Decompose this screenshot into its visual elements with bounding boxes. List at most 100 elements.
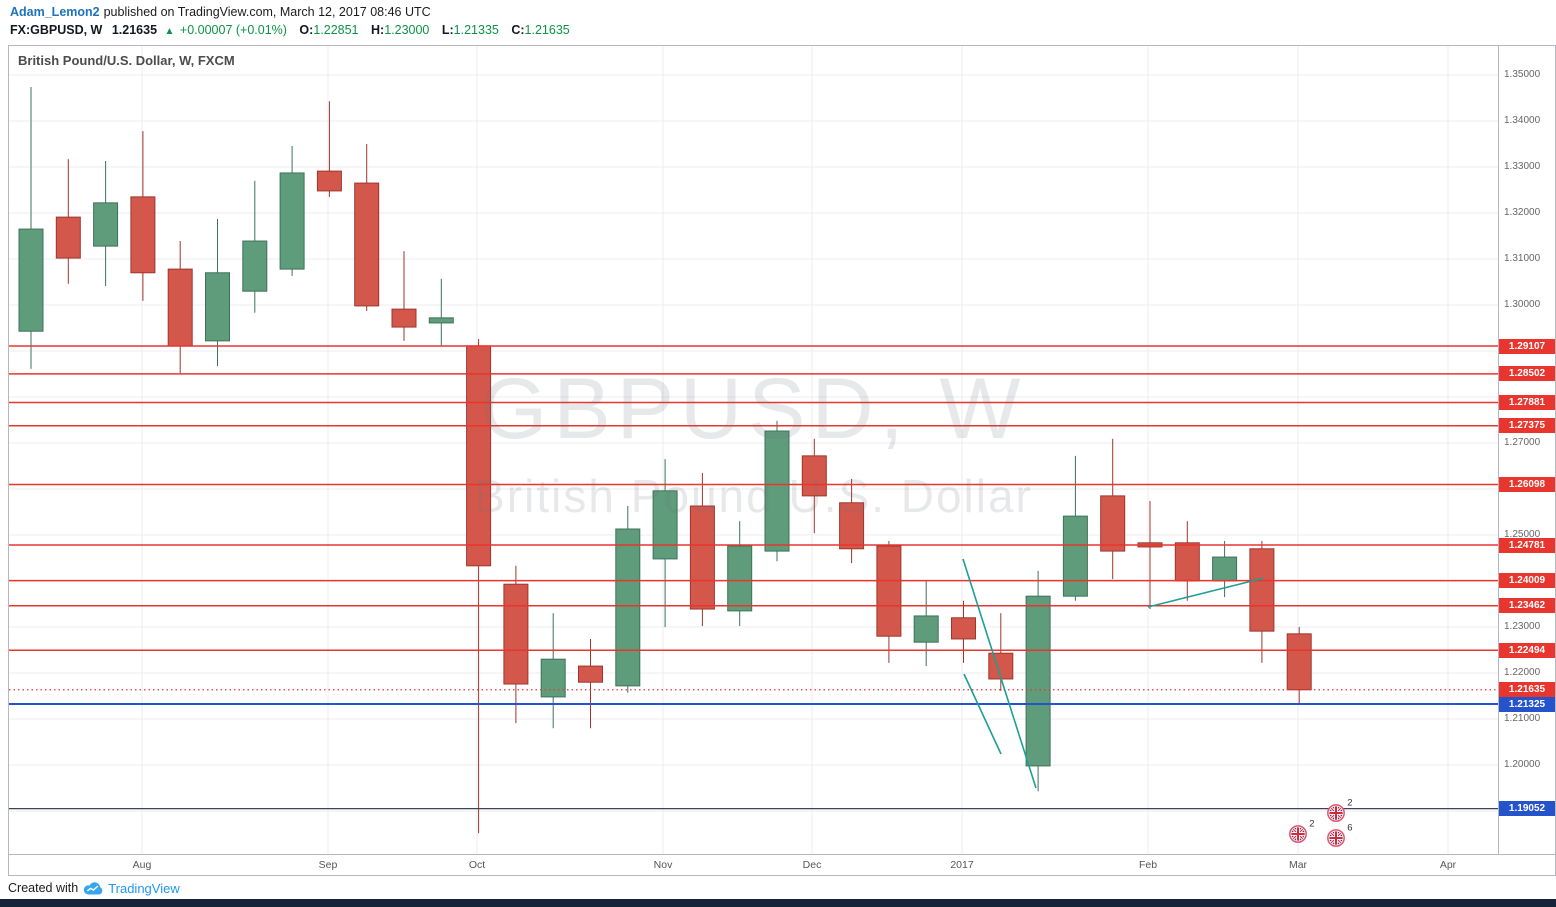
- price-tick-label: 1.22000: [1504, 666, 1541, 678]
- candle: [18, 86, 44, 369]
- idea-markers-layer: 2 2 6: [9, 46, 1498, 854]
- gb-flag-icon: [1289, 825, 1307, 843]
- high-label: H:: [370, 23, 385, 37]
- idea-count: 6: [1347, 822, 1353, 834]
- low-pair: L:1.21335: [442, 23, 499, 37]
- symbol-title: FX:GBPUSD, W: [10, 23, 103, 37]
- time-axis-label: Aug: [132, 859, 152, 871]
- open-label: O:: [299, 23, 314, 37]
- low-value: 1.21335: [453, 23, 499, 37]
- candle: [615, 506, 641, 693]
- change-text: +0.00007 (+0.01%): [179, 23, 287, 37]
- candle: [466, 339, 492, 834]
- candles: [18, 86, 1312, 834]
- candle: [503, 565, 529, 724]
- close-value: 1.21635: [524, 23, 570, 37]
- publish-header: Adam_Lemon2 published on TradingView.com,…: [0, 0, 1556, 45]
- low-label: L:: [441, 23, 454, 37]
- time-axis-label: Mar: [1288, 859, 1308, 871]
- candlestick-chart[interactable]: [9, 46, 1498, 854]
- gb-flag-icon: [1327, 829, 1345, 847]
- candle: [988, 613, 1014, 691]
- price-axis[interactable]: 1.35000 1.34000 1.33000 1.32000 1.31000 1.300…: [1498, 46, 1555, 854]
- candle: [354, 143, 380, 311]
- candle: [1100, 438, 1126, 580]
- candle: [93, 161, 119, 287]
- idea-marker[interactable]: 2: [1289, 819, 1315, 844]
- candle: [689, 472, 715, 627]
- price-tick-label: 1.31000: [1504, 252, 1541, 264]
- idea-count: 2: [1347, 797, 1353, 809]
- idea-marker[interactable]: 6: [1327, 823, 1353, 848]
- open-value: 1.22851: [313, 23, 359, 37]
- price-level-label: 1.27881: [1499, 394, 1555, 410]
- open-pair: O:1.22851: [299, 23, 358, 37]
- price-level-label: 1.21635: [1499, 682, 1555, 698]
- high-pair: H:1.23000: [371, 23, 429, 37]
- price-level-label: 1.21325: [1499, 696, 1555, 712]
- close-pair: C:1.21635: [511, 23, 569, 37]
- price-level-label: 1.24781: [1499, 537, 1555, 553]
- price-level-label: 1.26098: [1499, 476, 1555, 492]
- gridlines: [9, 46, 1498, 854]
- candle: [801, 438, 827, 534]
- chart-plot[interactable]: British Pound/U.S. Dollar, W, FXCM GBPUS…: [9, 46, 1498, 854]
- tradingview-link[interactable]: TradingView: [108, 880, 180, 896]
- candle: [1174, 521, 1200, 601]
- trend-line[interactable]: [1147, 577, 1265, 608]
- candle: [428, 278, 454, 346]
- published-text: published on TradingView.com, March 12, …: [103, 5, 431, 19]
- username-link[interactable]: Adam_Lemon2: [10, 5, 100, 19]
- gb-flag-icon: [1327, 804, 1345, 822]
- attribution-footer: Created with TradingView: [0, 877, 1556, 899]
- candle: [316, 101, 342, 197]
- candle: [1249, 540, 1275, 663]
- price-tick-label: 1.21000: [1504, 712, 1541, 724]
- trend-line[interactable]: [962, 558, 1037, 789]
- price-level-label: 1.19052: [1499, 801, 1555, 817]
- time-axis-label: 2017: [950, 859, 974, 871]
- change-up-arrow-icon: ▲: [164, 26, 175, 37]
- time-axis-label: Dec: [802, 859, 822, 871]
- time-axis[interactable]: Aug Sep Oct Nov Dec 2017 Feb Mar Apr: [9, 854, 1555, 875]
- price-level-label: 1.28502: [1499, 366, 1555, 382]
- candle: [130, 131, 156, 301]
- publish-byline: Adam_Lemon2 published on TradingView.com,…: [10, 5, 431, 19]
- trendlines: [962, 558, 1265, 789]
- candle: [764, 420, 790, 562]
- candle: [167, 241, 193, 374]
- idea-marker[interactable]: 2: [1327, 798, 1353, 823]
- candle: [839, 478, 865, 564]
- candle: [578, 638, 603, 729]
- price-tick-label: 1.25000: [1504, 528, 1541, 540]
- price-tick-label: 1.23000: [1504, 620, 1541, 632]
- level-lines: [9, 345, 1498, 810]
- last-price: 1.21635: [111, 23, 158, 37]
- price-tick-label: 1.20000: [1504, 758, 1541, 770]
- candle: [1137, 500, 1163, 610]
- candle: [1025, 570, 1051, 792]
- candle: [876, 540, 902, 663]
- price-level-label: 1.24009: [1499, 573, 1555, 589]
- price-level-label: 1.22494: [1499, 642, 1555, 658]
- candle: [279, 145, 305, 277]
- price-level-label: 1.23462: [1499, 598, 1555, 614]
- candle: [652, 459, 678, 627]
- trend-line[interactable]: [963, 673, 1002, 755]
- candle: [1286, 626, 1312, 704]
- close-label: C:: [511, 23, 525, 37]
- candle: [391, 251, 417, 341]
- created-with-text: Created with: [8, 881, 79, 895]
- price-level-label: 1.29107: [1499, 338, 1555, 354]
- candle: [727, 521, 753, 627]
- bottom-bar: [0, 899, 1556, 907]
- candle: [55, 159, 81, 284]
- candle: [242, 180, 268, 313]
- candle: [913, 580, 939, 667]
- tradingview-logo-icon: [83, 881, 103, 895]
- candle: [540, 613, 566, 729]
- price-tick-label: 1.33000: [1504, 160, 1541, 172]
- price-tick-label: 1.27000: [1504, 436, 1541, 448]
- high-value: 1.23000: [384, 23, 430, 37]
- chart-title: British Pound/U.S. Dollar, W, FXCM: [18, 53, 235, 68]
